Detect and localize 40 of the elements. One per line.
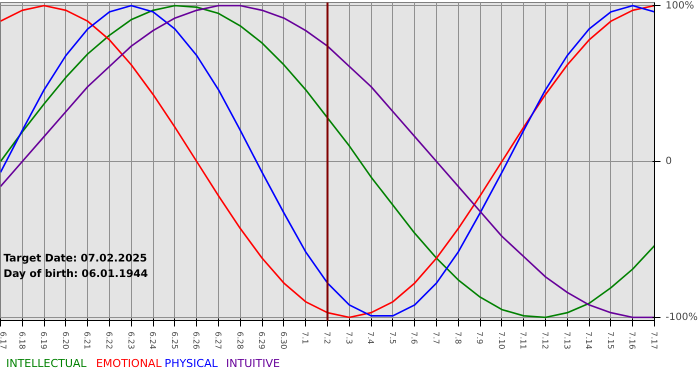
x-tick-label: 7.5 [388, 332, 397, 344]
x-tick-label: 6.17 [0, 332, 8, 350]
x-tick-label: 7.15 [606, 332, 615, 350]
x-tick-label: 7.8 [453, 332, 462, 344]
x-tick-label: 7.1 [300, 332, 310, 344]
y-tick-label: 100% [666, 0, 694, 12]
x-tick-label: 7.10 [496, 332, 506, 350]
text: INTELLECTUAL [6, 357, 88, 370]
x-tick-label: 7.9 [475, 332, 484, 344]
x-tick-label: 7.14 [584, 332, 594, 350]
x-tick-label: 6.21 [82, 332, 92, 350]
text: EMOTIONAL [96, 357, 162, 370]
x-tick-label: 6.23 [126, 332, 136, 350]
x-tick-label: 6.24 [148, 332, 158, 350]
annotation: Day of birth: 06.01.1944 [4, 268, 148, 280]
x-tick-label: 7.7 [432, 332, 440, 344]
x-tick-label: 6.25 [170, 332, 179, 350]
y-tick-label: -100% [666, 312, 698, 323]
x-tick-label: 7.4 [366, 332, 376, 344]
x-tick-label: 7.6 [410, 332, 419, 344]
x-tick-label: 7.11 [518, 332, 528, 350]
x-tick-label: 7.3 [344, 332, 354, 344]
x-tick-label: 7.12 [540, 332, 550, 350]
x-tick-label: 7.13 [562, 332, 572, 350]
x-tick-label: 6.30 [278, 332, 288, 350]
x-tick-label: 7.2 [322, 332, 332, 344]
y-tick-label: 0 [666, 156, 672, 167]
x-tick-label: 6.19 [39, 332, 48, 350]
x-tick-label: 6.29 [257, 332, 266, 350]
x-tick-label: 6.22 [104, 332, 114, 350]
x-tick-label: 6.20 [60, 332, 70, 350]
x-tick-label: 6.27 [214, 332, 222, 350]
text: INTUITIVE [226, 357, 280, 370]
x-tick-label: 6.18 [17, 332, 26, 350]
x-tick-label: 7.17 [650, 332, 658, 350]
x-tick-label: 7.16 [628, 332, 637, 350]
x-tick-label: 6.28 [235, 332, 244, 350]
x-tick-label: 6.26 [192, 332, 201, 350]
annotation: Target Date: 07.02.2025 [4, 252, 148, 264]
text: PHYSICAL [164, 357, 219, 370]
